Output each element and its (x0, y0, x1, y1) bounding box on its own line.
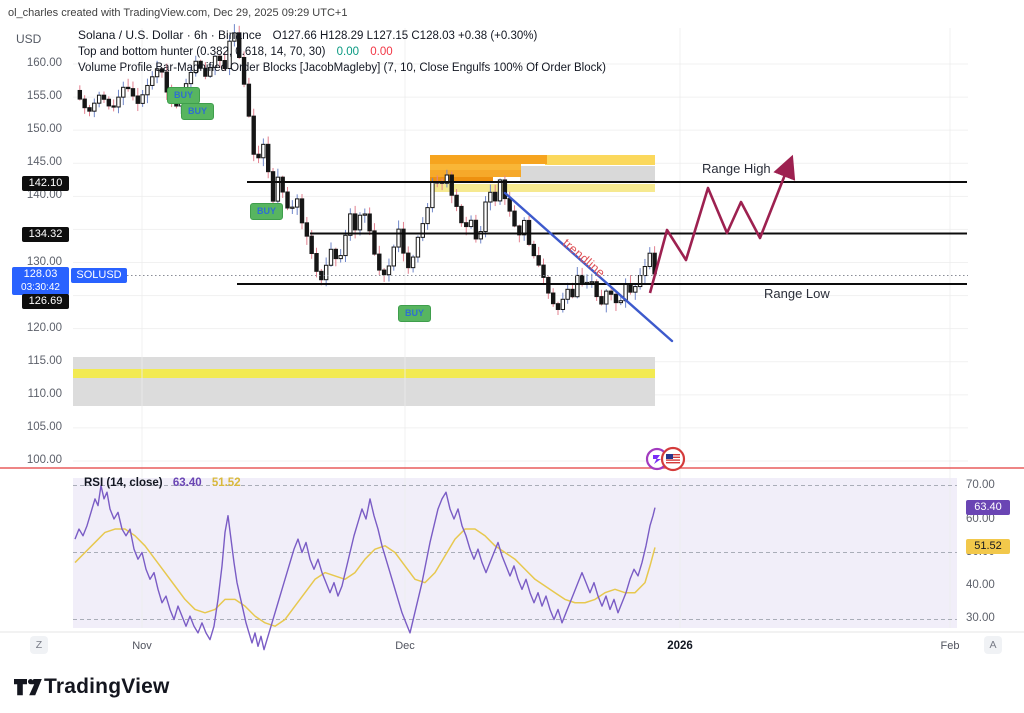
price-axis-label: 120.00 (26, 321, 62, 334)
indicator-hunter-value-down: 0.00 (370, 46, 393, 58)
symbol-title: Solana / U.S. Dollar · 6h · Binance (78, 28, 262, 42)
indicator-row-hunter[interactable]: Top and bottom hunter (0.382, 0.618, 14,… (78, 44, 606, 60)
usd-flag-icon (660, 446, 686, 472)
symbol-price-badge: SOLUSD (71, 268, 127, 283)
buy-marker: BUY (250, 203, 283, 220)
price-axis-label: 140.00 (26, 189, 62, 202)
rsi-value-badge: 63.40 (966, 500, 1010, 515)
indicator-row-orderblocks[interactable]: Volume Profile Bar-Magnified Order Block… (78, 60, 606, 76)
lightning-icon (653, 455, 661, 464)
range-low-label[interactable]: Range Low (764, 286, 830, 301)
rsi-axis-label: 40.00 (966, 579, 995, 591)
chart-legend: Solana / U.S. Dollar · 6h · Binance O127… (78, 27, 606, 76)
price-level-badge-142: 142.10 (22, 176, 69, 191)
rsi-axis-label: 30.00 (966, 612, 995, 624)
indicator-hunter-label: Top and bottom hunter (0.382, 0.618, 14,… (78, 46, 326, 58)
range-high-label[interactable]: Range High (702, 161, 771, 176)
rsi-ma-badge: 51.52 (966, 539, 1010, 554)
rsi-ma-value: 51.52 (211, 477, 241, 489)
indicator-orderblocks-label: Volume Profile Bar-Magnified Order Block… (78, 62, 606, 74)
price-level-badge-126: 126.69 (22, 294, 69, 309)
price-axis-label: 110.00 (27, 387, 62, 400)
time-axis-label-2026: 2026 (667, 640, 693, 652)
price-axis-label: 130.00 (26, 255, 62, 268)
watermark-text: ol_charles created with TradingView.com,… (8, 7, 348, 19)
indicator-hunter-value-up: 0.00 (336, 46, 360, 58)
buy-marker: BUY (167, 87, 200, 104)
bar-countdown: 03:30:42 (21, 282, 60, 293)
price-axis-label: 145.00 (26, 156, 62, 169)
price-axis-label: 155.00 (26, 90, 62, 103)
pair-icons (645, 446, 686, 472)
rsi-axis-label: 60.00 (966, 513, 995, 525)
last-price-badge: 128.03 03:30:42 (12, 267, 69, 295)
tradingview-brand-text[interactable]: TradingView (44, 675, 170, 698)
price-axis-label: 150.00 (26, 123, 62, 136)
price-axis-label: 100.00 (26, 454, 62, 466)
price-level-badge-134: 134.32 (22, 227, 69, 242)
rsi-legend[interactable]: RSI (14, close) 63.40 51.52 (84, 477, 241, 489)
price-axis-label: 105.00 (26, 420, 62, 433)
price-axis-label: 115.00 (27, 354, 62, 367)
ohlc-values: O127.66 H128.29 L127.15 C128.03 +0.38 (+… (272, 30, 538, 42)
rsi-value: 63.40 (172, 477, 202, 489)
time-axis-label-dec: Dec (395, 640, 415, 652)
currency-label: USD (16, 32, 42, 46)
buy-marker: BUY (398, 305, 431, 322)
axis-settings-button[interactable]: A (984, 636, 1002, 654)
time-axis-label-feb: Feb (940, 640, 960, 652)
tradingview-logo-icon[interactable] (13, 676, 43, 700)
rsi-name: RSI (14, close) (84, 477, 163, 489)
symbol-row[interactable]: Solana / U.S. Dollar · 6h · Binance O127… (78, 27, 606, 44)
timezone-button[interactable]: Z (30, 636, 48, 654)
buy-marker: BUY (181, 103, 214, 120)
last-price-value: 128.03 (23, 268, 58, 280)
price-axis-label: 160.00 (26, 57, 62, 69)
time-axis-label-nov: Nov (132, 640, 152, 652)
rsi-axis-label: 70.00 (966, 479, 995, 491)
